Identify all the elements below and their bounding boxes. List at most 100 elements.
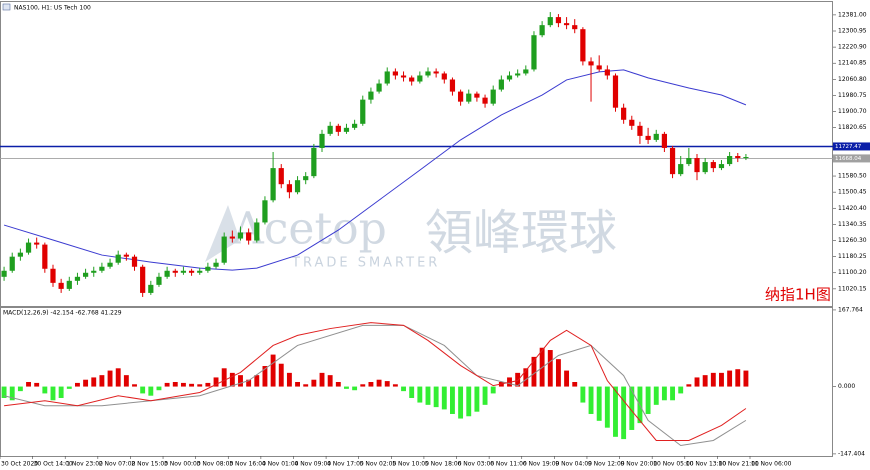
macd-bar — [9, 386, 15, 401]
candle-body — [246, 232, 252, 241]
y-tick-label: 11500.45 — [838, 189, 867, 196]
candle-body — [621, 107, 627, 120]
candle-body — [710, 162, 716, 169]
candle-body — [1, 270, 7, 277]
candle-body — [197, 270, 203, 273]
candle-body — [637, 125, 643, 136]
candle-body — [572, 25, 578, 30]
candle-body — [555, 17, 562, 24]
y-tick-label: 11580.50 — [838, 173, 867, 180]
candle-body — [115, 254, 121, 263]
x-tick-label: 5 Nov 10:00 — [392, 461, 429, 468]
candle-body — [360, 99, 366, 124]
macd-bar — [621, 386, 627, 440]
candle-body — [99, 266, 105, 271]
macd-bar — [645, 386, 651, 414]
candle-body — [278, 168, 284, 185]
y-tick-label: 12060.80 — [838, 76, 867, 83]
macd-bar — [719, 372, 724, 387]
macd-bar — [278, 363, 284, 387]
macd-bar — [205, 382, 211, 387]
macd-title: MACD(12,26,9) -42.154 -62.768 41.229 — [3, 310, 122, 317]
candle-body — [9, 256, 15, 271]
y-tick-label: 11900.70 — [838, 108, 867, 115]
candle-body — [743, 157, 749, 159]
macd-pane-frame — [0, 307, 833, 457]
candle-body — [148, 284, 154, 293]
macd-bar — [686, 384, 692, 387]
macd-bar — [254, 375, 260, 387]
macd-bar — [83, 379, 89, 387]
candle-body — [515, 73, 521, 76]
x-tick-label: 4 Nov 09:00 — [294, 461, 331, 468]
candle-body — [335, 125, 341, 132]
macd-bar — [596, 386, 602, 421]
candle-body — [303, 176, 309, 181]
candle-body — [42, 244, 48, 269]
macd-bar — [58, 386, 64, 398]
macd-bar — [344, 386, 349, 389]
x-tick-label: 6 Nov 19:00 — [523, 461, 560, 468]
candle-body — [653, 133, 659, 140]
candle-body — [669, 147, 676, 175]
candle-body — [612, 75, 619, 108]
candle-body — [580, 29, 586, 62]
macd-bar — [303, 384, 309, 387]
macd-bar — [26, 382, 31, 387]
macd-bar — [433, 386, 439, 408]
x-tick-label: 9 Nov 04:00 — [555, 461, 592, 468]
macd-bar — [42, 386, 48, 394]
macd-bar — [115, 368, 121, 387]
x-tick-label: 3 Nov 08:00 — [197, 461, 234, 468]
macd-bar — [531, 356, 537, 387]
price-label-box — [833, 154, 870, 163]
candle-body — [596, 65, 602, 70]
macd-bar — [132, 384, 137, 387]
macd-bar — [613, 386, 618, 437]
candle-body — [17, 252, 23, 257]
candle-body — [482, 97, 488, 104]
macd-bar — [417, 386, 423, 403]
macd-bar — [425, 386, 431, 405]
candle-body — [392, 71, 398, 76]
candle-body — [286, 184, 293, 193]
macd-bar — [678, 386, 684, 394]
candle-body — [343, 127, 350, 132]
candle-body — [400, 75, 407, 78]
candle-body — [319, 133, 325, 148]
macd-bar — [156, 386, 162, 391]
chart-title: NAS100, H1: US Tech 100 — [14, 5, 91, 12]
watermark-logo — [205, 205, 240, 262]
macd-bar — [286, 372, 292, 387]
x-tick-label: 3 Nov 16:00 — [229, 461, 266, 468]
price-label: 11727.47 — [835, 144, 862, 150]
x-tick-label: 10 Nov 21:00 — [718, 461, 759, 468]
candle-body — [409, 77, 415, 82]
candle-body — [107, 262, 113, 267]
candle-body — [262, 200, 268, 223]
y-tick-label: 11260.30 — [838, 237, 867, 244]
candle-body — [474, 93, 480, 98]
macd-bar — [140, 386, 146, 394]
candle-body — [91, 270, 97, 273]
macd-bar — [523, 368, 529, 387]
price-label: 11668.04 — [835, 156, 862, 162]
macd-bar — [107, 370, 113, 387]
candle-body — [50, 268, 56, 283]
macd-bar — [474, 386, 480, 412]
candle-body — [678, 164, 684, 175]
macd-bar — [213, 377, 219, 387]
candle-body — [425, 71, 431, 76]
x-tick-label: 30 Oct 2020 — [1, 461, 38, 468]
macd-bar — [360, 384, 366, 387]
x-tick-label: 6 Nov 03:00 — [458, 461, 495, 468]
price-label-box — [833, 142, 870, 151]
candle-body — [140, 266, 146, 293]
macd-bar — [547, 350, 553, 387]
candle-body — [629, 119, 635, 126]
macd-bar — [670, 386, 675, 401]
x-tick-label: 2 Nov 15:00 — [131, 461, 168, 468]
y-tick-label: 11100.20 — [838, 269, 867, 276]
candle-body — [327, 125, 333, 134]
x-tick-label: 9 Nov 12:00 — [588, 461, 625, 468]
